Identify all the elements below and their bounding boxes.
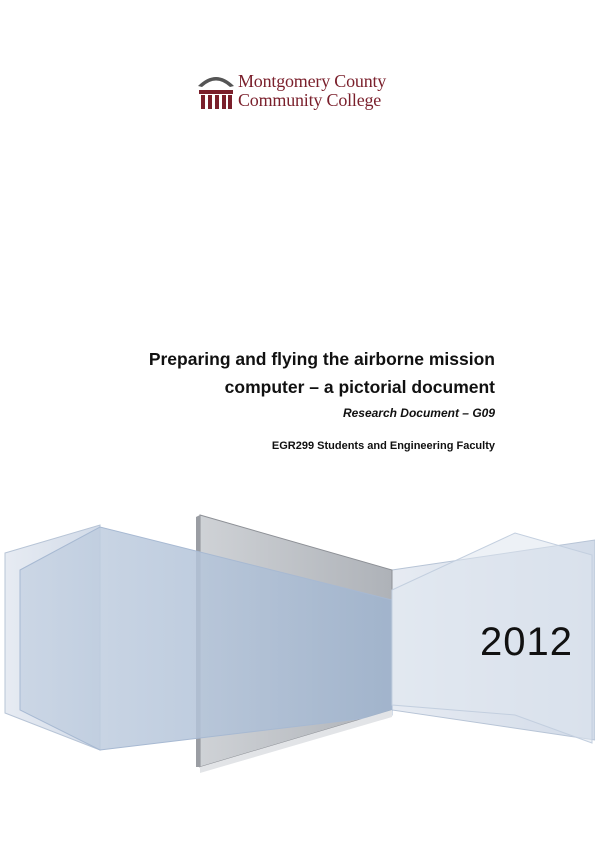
- college-name: Montgomery County Community College: [238, 72, 386, 110]
- document-year: 2012: [480, 620, 573, 664]
- document-title: Preparing and flying the airborne missio…: [75, 345, 495, 401]
- cover-decorative-graphic: [4, 514, 595, 773]
- college-name-line1: Montgomery County: [238, 71, 387, 91]
- title-line1: Preparing and flying the airborne missio…: [148, 349, 495, 369]
- college-logo: Montgomery County Community College: [196, 72, 426, 114]
- title-line2: computer – a pictorial document: [224, 377, 495, 397]
- document-subtitle: Research Document – G09: [342, 406, 495, 420]
- college-name-line2: Community College: [238, 90, 382, 110]
- document-authors: EGR299 Students and Engineering Faculty: [271, 440, 495, 452]
- college-emblem-icon: [198, 77, 234, 109]
